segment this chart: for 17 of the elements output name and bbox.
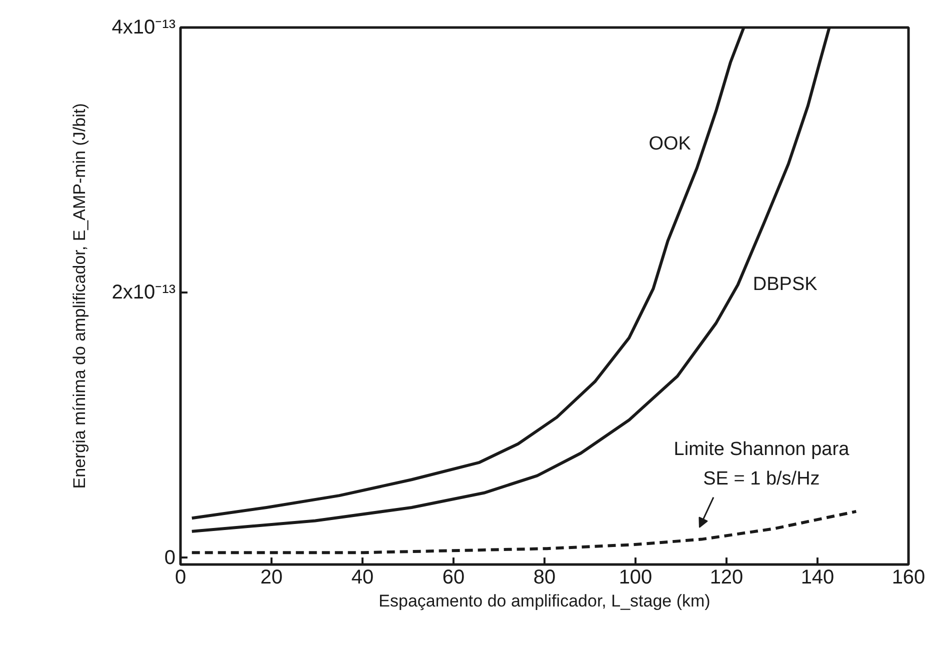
series-label: Limite Shannon para SE = 1 b/s/Hz bbox=[674, 438, 850, 490]
x-tick-label: 40 bbox=[351, 566, 374, 588]
y-tick-label: 0 bbox=[164, 546, 176, 569]
x-tick-label: 120 bbox=[710, 566, 744, 588]
x-tick-label: 160 bbox=[892, 566, 926, 588]
y-tick-label: 2x10⁻¹³ bbox=[112, 282, 176, 304]
x-tick-label: 100 bbox=[618, 566, 652, 588]
x-tick-label: 60 bbox=[442, 566, 465, 588]
x-tick-label: 20 bbox=[260, 566, 283, 588]
x-tick-label: 140 bbox=[800, 566, 834, 588]
x-axis-title: Espaçamento do amplificador, L_stage (km) bbox=[378, 592, 710, 610]
y-tick-label: 4x10⁻¹³ bbox=[112, 16, 176, 38]
x-tick-label: 80 bbox=[533, 566, 556, 588]
y-axis-title: Energia mínima do amplificador, E_AMP-min (J/bit) bbox=[70, 103, 89, 489]
series-label: OOK bbox=[648, 134, 692, 155]
line-series bbox=[190, 510, 858, 554]
series-label: DBPSK bbox=[752, 274, 818, 296]
